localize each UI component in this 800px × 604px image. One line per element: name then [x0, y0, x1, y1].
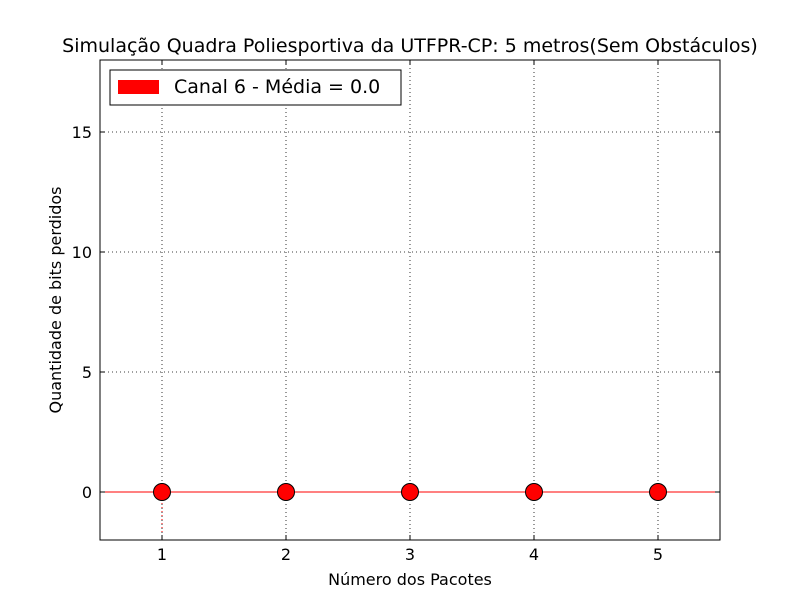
legend-label-canal-6: Canal 6 - Média = 0.0: [174, 76, 380, 98]
y-axis-label: Quantidade de bits perdidos: [46, 186, 65, 413]
data-point-0-1: [153, 483, 171, 501]
data-point-0-5: [649, 483, 667, 501]
x-tick-label-1: 1: [157, 545, 167, 564]
legend: Canal 6 - Média = 0.0: [109, 69, 402, 106]
x-tick-label-5: 5: [653, 545, 663, 564]
x-tick-label-3: 3: [405, 545, 415, 564]
y-tick-label-10: 10: [72, 243, 92, 262]
data-markers: [153, 483, 667, 501]
chart-title: Simulação Quadra Poliesportiva da UTFPR-…: [62, 35, 758, 57]
axis-ticks: 1 2 3 4 5 0 5 10 15: [72, 60, 720, 564]
x-axis-label: Número dos Pacotes: [328, 570, 492, 589]
x-tick-label-4: 4: [529, 545, 539, 564]
data-point-0-2: [277, 483, 295, 501]
data-point-0-3: [401, 483, 419, 501]
y-tick-label-15: 15: [72, 123, 92, 142]
legend-swatch-canal-6: [118, 80, 159, 94]
y-tick-label-5: 5: [82, 363, 92, 382]
x-tick-label-2: 2: [281, 545, 291, 564]
data-point-0-4: [525, 483, 543, 501]
y-tick-label-0: 0: [82, 483, 92, 502]
